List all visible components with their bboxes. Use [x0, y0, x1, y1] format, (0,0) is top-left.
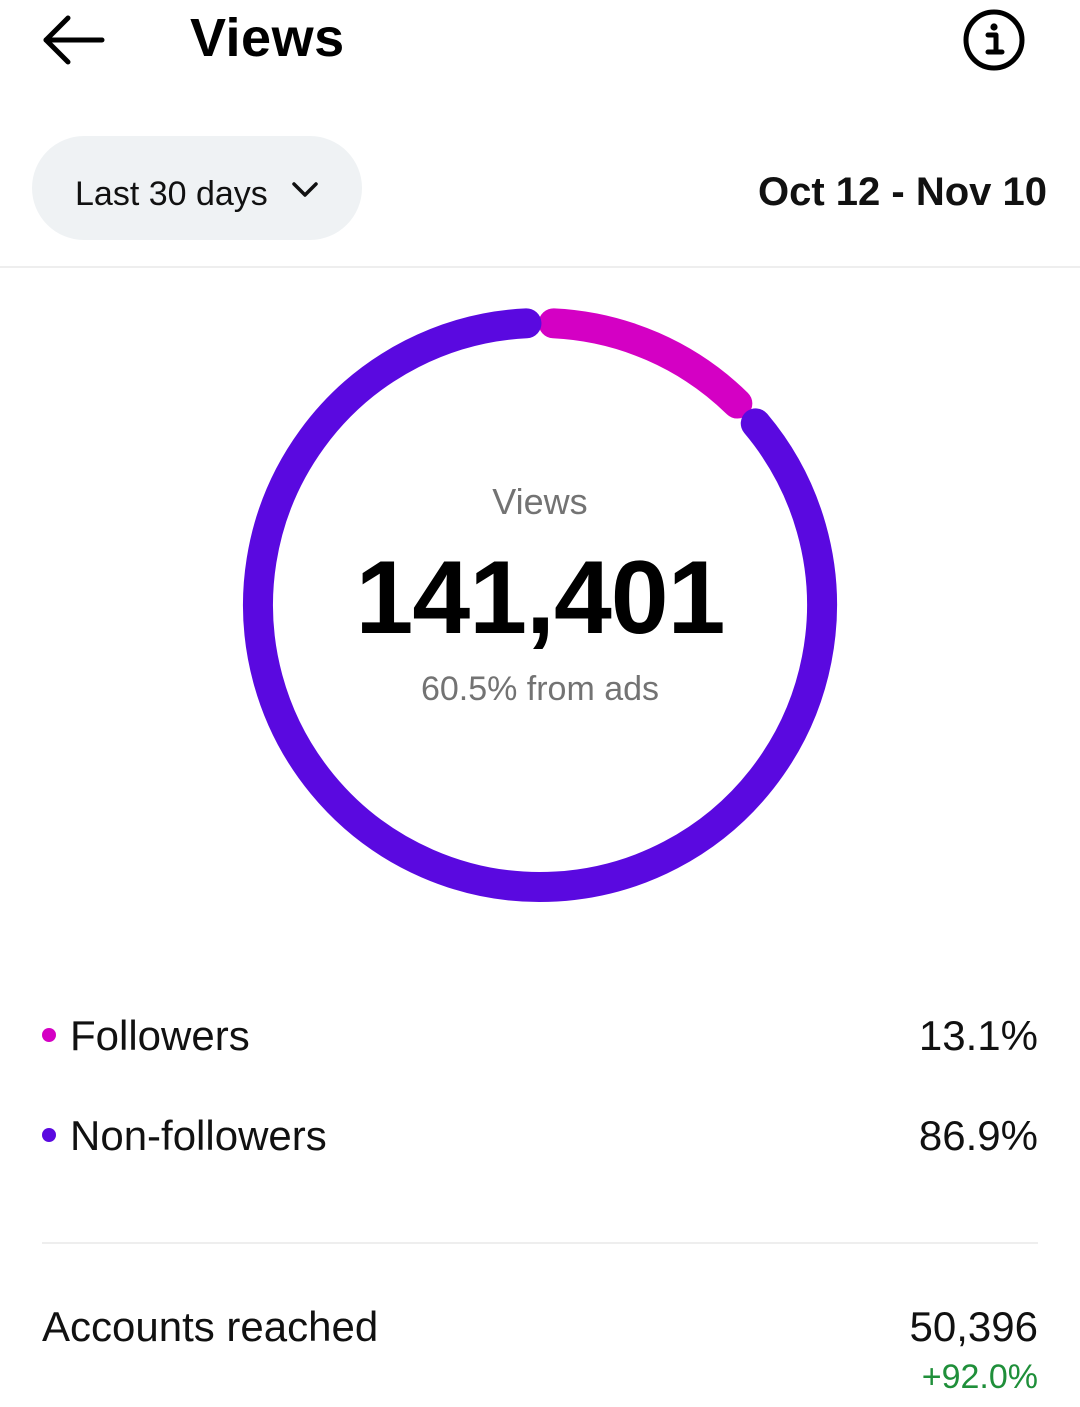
accounts-reached-value: 50,396 — [909, 1303, 1038, 1350]
date-range-text: Oct 12 - Nov 10 — [757, 170, 1047, 214]
legend-dot-non-followers — [42, 1128, 56, 1142]
arrow-left-icon — [43, 15, 105, 65]
legend-label: Followers — [70, 1012, 250, 1059]
back-button[interactable] — [38, 10, 110, 70]
legend-dot-followers — [42, 1028, 56, 1042]
accounts-reached-row[interactable]: Accounts reached 50,396 +92.0% — [42, 1296, 1038, 1406]
accounts-reached-label: Accounts reached — [42, 1303, 379, 1350]
legend-label: Non-followers — [70, 1112, 327, 1159]
legend-row-non-followers: Non-followers 86.9% — [40, 1106, 1038, 1166]
date-range-dropdown-label: Last 30 days — [75, 175, 268, 213]
info-circle-icon — [963, 9, 1025, 71]
ads-note: 60.5% from ads — [420, 670, 660, 708]
info-button[interactable] — [962, 8, 1026, 72]
divider — [42, 1242, 1038, 1244]
filter-row: Last 30 days Oct 12 - Nov 10 — [0, 130, 1080, 250]
chevron-down-icon — [292, 182, 318, 197]
accounts-reached-change: +92.0% — [921, 1358, 1038, 1396]
views-donut-chart: Views 141,401 60.5% from ads — [0, 270, 1080, 950]
legend-value: 13.1% — [918, 1012, 1038, 1059]
donut-svg — [243, 308, 837, 902]
divider — [0, 266, 1080, 268]
date-range-dropdown[interactable]: Last 30 days — [32, 136, 362, 240]
donut-segment-followers — [538, 308, 753, 419]
page-title: Views — [190, 8, 345, 68]
legend-row-followers: Followers 13.1% — [40, 1006, 1038, 1066]
header: Views — [0, 0, 1080, 90]
legend-value: 86.9% — [918, 1112, 1038, 1159]
views-total: 141,401 — [355, 540, 726, 656]
donut-segment-non-followers — [243, 308, 837, 902]
donut-center-label: Views — [492, 481, 588, 522]
